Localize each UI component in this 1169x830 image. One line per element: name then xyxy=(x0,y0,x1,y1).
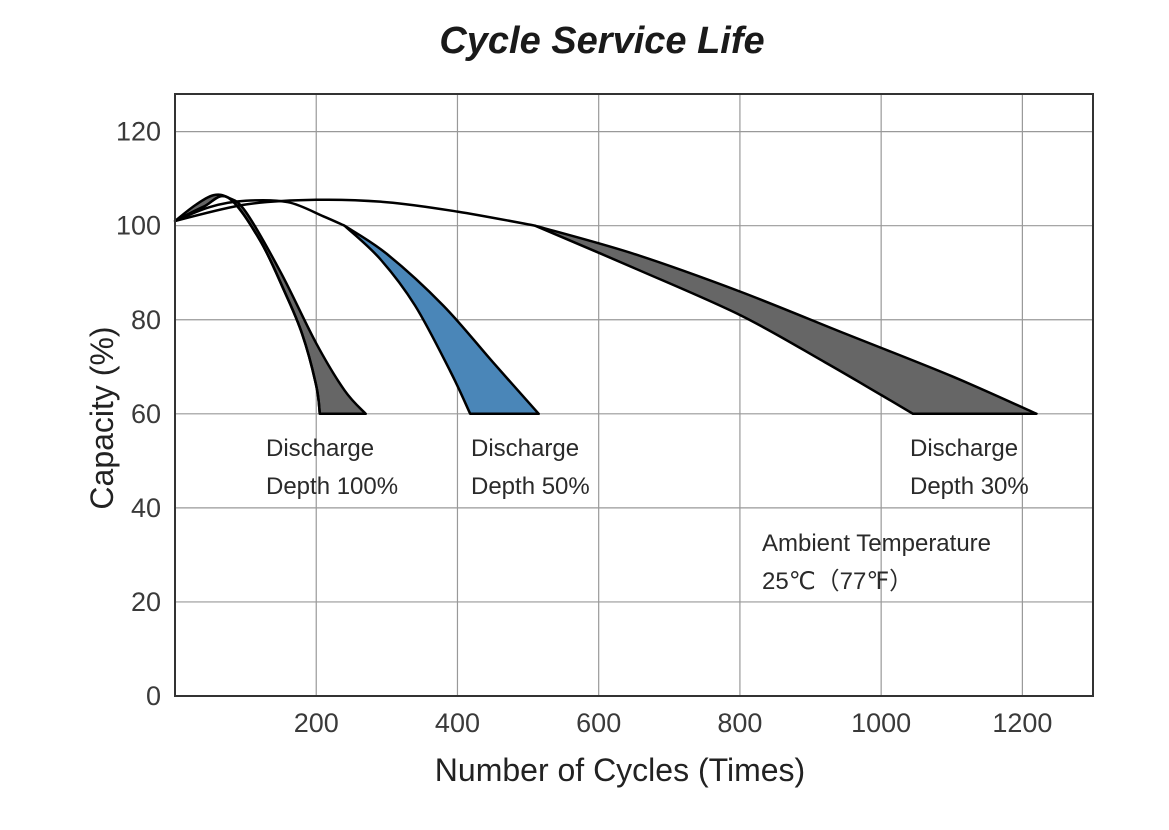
y-tick-label: 80 xyxy=(131,305,161,335)
x-tick-label: 800 xyxy=(717,708,762,738)
x-tick-label: 400 xyxy=(435,708,480,738)
curve-depth-100-lower xyxy=(174,194,322,414)
x-tick-label: 1200 xyxy=(992,708,1052,738)
x-tick-labels: 200 400 600 800 1000 1200 xyxy=(294,708,1053,738)
ambient-temperature-annotation: Ambient Temperature 25℃（77℉） xyxy=(762,530,991,595)
x-tick-label: 1000 xyxy=(851,708,911,738)
series-labels: Discharge Depth 100% Discharge Depth 50% Dis… xyxy=(266,435,1029,500)
x-tick-label: 600 xyxy=(576,708,621,738)
annotation-line: 25℃（77℉） xyxy=(762,568,913,595)
series-label-depth-100: Discharge xyxy=(266,435,374,462)
y-tick-label: 60 xyxy=(131,399,161,429)
y-tick-label: 120 xyxy=(116,117,161,147)
y-tick-label: 20 xyxy=(131,587,161,617)
plot-frame xyxy=(174,93,1094,697)
curve-depth-30-upper xyxy=(174,198,536,227)
series-label-depth-30: Depth 30% xyxy=(910,473,1029,500)
series-label-depth-50: Discharge xyxy=(471,435,579,462)
chart-title: Cycle Service Life xyxy=(439,20,764,62)
x-axis-label: Number of Cycles (Times) xyxy=(435,752,805,788)
y-axis-label: Capacity (%) xyxy=(84,326,120,509)
area-depth-30 xyxy=(533,224,1038,416)
curve-depth-50-upper xyxy=(174,198,346,227)
area-depth-100 xyxy=(173,193,367,416)
y-tick-label: 0 xyxy=(146,681,161,711)
series-label-depth-100: Depth 100% xyxy=(266,473,398,500)
annotation-line: Ambient Temperature xyxy=(762,530,991,557)
series-areas xyxy=(173,193,1038,416)
y-tick-label: 40 xyxy=(131,493,161,523)
series-label-depth-50: Depth 50% xyxy=(471,473,590,500)
y-tick-labels: 0 20 40 60 80 100 120 xyxy=(116,117,161,711)
y-tick-label: 100 xyxy=(116,211,161,241)
series-label-depth-30: Discharge xyxy=(910,435,1018,462)
area-depth-50 xyxy=(343,224,540,416)
x-tick-label: 200 xyxy=(294,708,339,738)
